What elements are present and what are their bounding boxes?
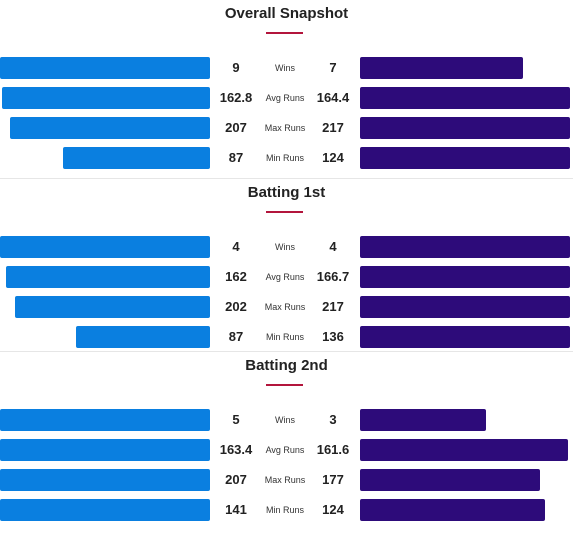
stat-row: 87 Min Runs 124: [0, 147, 573, 169]
right-bar: [360, 409, 486, 431]
left-value-label: 163.4: [219, 442, 253, 457]
right-bar: [360, 499, 545, 521]
category-label: Wins: [275, 415, 295, 425]
left-bar: [2, 87, 210, 109]
left-bar: [0, 469, 210, 491]
section-title: Overall Snapshot: [224, 5, 349, 22]
left-bar: [0, 57, 210, 79]
right-value-label: 161.6: [316, 442, 350, 457]
category-label: Avg Runs: [265, 445, 305, 455]
right-bar: [360, 57, 523, 79]
right-value-label: 124: [322, 150, 344, 165]
stat-row: 9 Wins 7: [0, 57, 573, 79]
chart-section: Batting 1st 4 Wins 4 162 Avg Runs 166.7 202 Max …: [0, 178, 573, 352]
section-title: Batting 2nd: [245, 357, 328, 374]
left-value-label: 87: [228, 150, 244, 165]
stat-row: 141 Min Runs 124: [0, 499, 573, 521]
right-bar: [360, 117, 570, 139]
stat-row: 162 Avg Runs 166.7: [0, 266, 573, 288]
category-label: Max Runs: [264, 123, 306, 133]
left-bar: [0, 499, 210, 521]
chart-section: Batting 2nd 5 Wins 3 163.4 Avg Runs 161.6 207 Ma…: [0, 351, 573, 525]
stat-row: 207 Max Runs 177: [0, 469, 573, 491]
stat-row: 4 Wins 4: [0, 236, 573, 258]
right-bar: [360, 439, 568, 461]
title-underline: [266, 211, 303, 213]
left-bar: [0, 439, 210, 461]
category-label: Min Runs: [265, 505, 304, 515]
section-title: Batting 1st: [247, 184, 326, 201]
right-bar: [360, 147, 570, 169]
stat-row: 163.4 Avg Runs 161.6: [0, 439, 573, 461]
right-bar: [360, 469, 540, 491]
left-value-label: 207: [225, 472, 247, 487]
right-bar: [360, 326, 570, 348]
right-bar: [360, 236, 570, 258]
chart-section: Overall Snapshot 9 Wins 7 162.8 Avg Runs 164.4…: [0, 0, 573, 173]
left-value-label: 202: [225, 299, 247, 314]
category-label: Min Runs: [265, 153, 304, 163]
left-bar: [63, 147, 210, 169]
right-value-label: 7: [329, 60, 337, 75]
stat-row: 207 Max Runs 217: [0, 117, 573, 139]
left-value-label: 4: [232, 239, 240, 254]
title-underline: [266, 32, 303, 34]
stat-row: 5 Wins 3: [0, 409, 573, 431]
right-value-label: 217: [322, 299, 344, 314]
left-bar: [0, 409, 210, 431]
category-label: Min Runs: [265, 332, 304, 342]
right-value-label: 177: [322, 472, 344, 487]
left-bar: [76, 326, 210, 348]
left-value-label: 5: [232, 412, 240, 427]
left-bar: [6, 266, 210, 288]
category-label: Avg Runs: [265, 272, 305, 282]
left-bar: [10, 117, 210, 139]
left-value-label: 162: [225, 269, 247, 284]
category-label: Max Runs: [264, 475, 306, 485]
right-bar: [360, 266, 570, 288]
left-bar: [15, 296, 210, 318]
category-label: Max Runs: [264, 302, 306, 312]
category-label: Wins: [275, 242, 295, 252]
category-label: Avg Runs: [265, 93, 305, 103]
stat-row: 202 Max Runs 217: [0, 296, 573, 318]
title-underline: [266, 384, 303, 386]
stat-row: 87 Min Runs 136: [0, 326, 573, 348]
right-value-label: 3: [329, 412, 337, 427]
left-value-label: 162.8: [219, 90, 253, 105]
right-value-label: 217: [322, 120, 344, 135]
left-value-label: 9: [232, 60, 240, 75]
left-bar: [0, 236, 210, 258]
left-value-label: 141: [225, 502, 247, 517]
category-label: Wins: [275, 63, 295, 73]
right-value-label: 166.7: [316, 269, 350, 284]
left-value-label: 207: [225, 120, 247, 135]
right-value-label: 4: [329, 239, 337, 254]
right-value-label: 124: [322, 502, 344, 517]
right-bar: [360, 296, 570, 318]
right-value-label: 136: [322, 329, 344, 344]
right-bar: [360, 87, 570, 109]
right-value-label: 164.4: [316, 90, 350, 105]
stat-row: 162.8 Avg Runs 164.4: [0, 87, 573, 109]
left-value-label: 87: [228, 329, 244, 344]
